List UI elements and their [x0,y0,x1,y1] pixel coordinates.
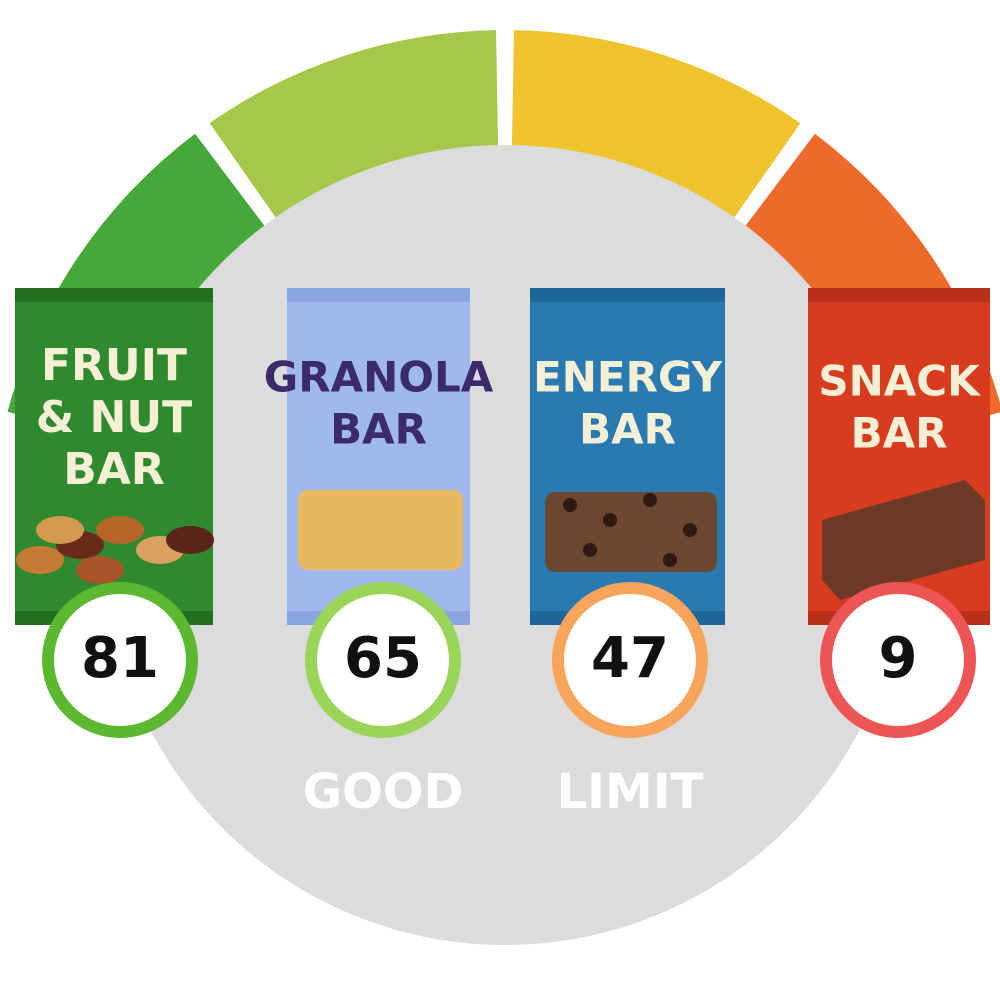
score: 47 [591,626,669,691]
rating-label: LIMIT [557,764,704,820]
nut [36,516,84,544]
candy-bar [822,480,985,600]
chip [663,553,677,567]
nut [76,556,124,584]
score: 9 [879,626,918,691]
score-badge [42,582,198,738]
score-badge [552,582,708,738]
items: FRUIT& NUTBAR81GRANOLABAR65GOODENERGYBAR… [15,288,990,820]
pouch-name: BAR [851,409,948,458]
score-badge [305,582,461,738]
pouch [530,288,725,625]
pouch-name: GRANOLA [264,353,494,402]
score: 65 [344,626,422,691]
nut [96,516,144,544]
pouch-name: BAR [330,405,427,454]
chip [603,513,617,527]
gray-disc [105,145,905,945]
score: 81 [81,626,159,691]
pouch [287,288,470,625]
score-badge [820,582,976,738]
pouch-name: BAR [63,444,164,495]
nut [16,546,64,574]
pouch-crimp-top [808,288,990,302]
chip [683,523,697,537]
pouch-name: FRUIT [41,340,187,391]
pouch-crimp-top [15,288,213,302]
pouch-crimp-top [287,288,470,302]
granola-bar [298,490,463,570]
pouch-name: ENERGY [533,353,722,402]
chip [643,493,657,507]
pouch-name: SNACK [818,357,981,406]
nut [166,526,214,554]
chip [583,543,597,557]
pouch-name: & NUT [36,392,192,443]
pouch-name: BAR [579,405,676,454]
pouch-crimp-top [530,288,725,302]
rating-label: GOOD [303,764,464,820]
chip [563,498,577,512]
